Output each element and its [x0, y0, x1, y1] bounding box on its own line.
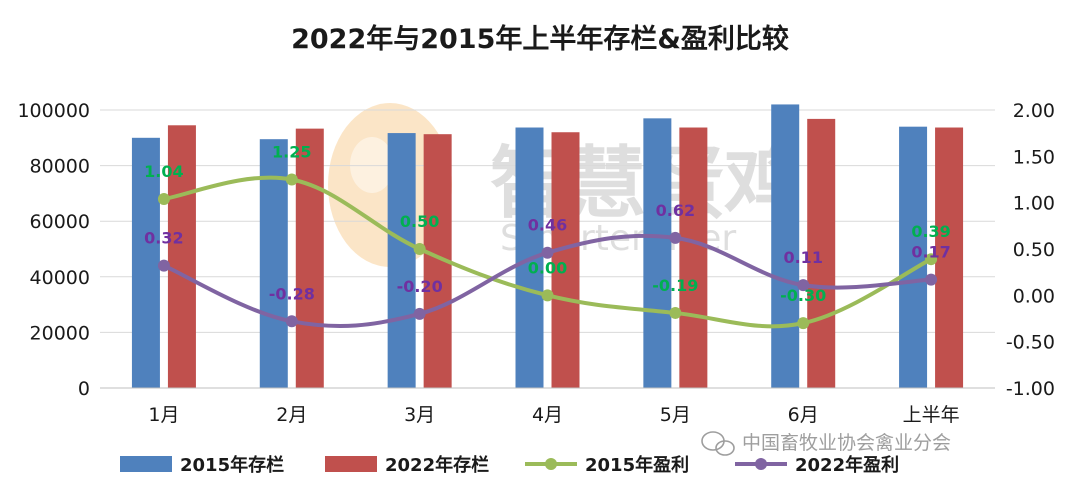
- y-right-tick-label: 1.50: [1013, 146, 1055, 168]
- y-left-tick-label: 40000: [30, 267, 90, 289]
- data-label: 0.32: [144, 229, 183, 248]
- y-left-tick-label: 60000: [30, 211, 90, 233]
- line-point: [669, 231, 682, 244]
- line-point: [157, 192, 170, 205]
- y-right-tick-label: -1.00: [1006, 378, 1055, 400]
- bar: [551, 132, 580, 388]
- bar: [679, 127, 708, 388]
- data-label: 0.50: [400, 212, 439, 231]
- data-labels: 1.04 1.25 0.50 0.00 -0.19 -0.30 0.39 0.32 -0.28 -…: [144, 143, 951, 306]
- legend-label: 2022年存栏: [385, 454, 489, 476]
- legend: 2015年存栏 2022年存栏 2015年盈利 2022年盈利: [120, 454, 899, 476]
- y-left-tick-label: 100000: [17, 100, 90, 122]
- credit: 中国畜牧业协会禽业分会: [701, 431, 951, 456]
- legend-marker: [545, 458, 557, 470]
- line-point: [669, 306, 682, 319]
- data-label: 0.00: [528, 258, 567, 277]
- bar: [295, 128, 324, 388]
- bar: [387, 133, 416, 388]
- line-point: [157, 259, 170, 272]
- line-point: [925, 253, 938, 266]
- credit-text: 中国畜牧业协会禽业分会: [742, 432, 951, 454]
- bar: [807, 118, 836, 389]
- y-left-tick-label: 0: [78, 378, 90, 400]
- line-point: [285, 173, 298, 186]
- data-label: 0.46: [528, 216, 567, 235]
- bar: [167, 125, 196, 388]
- bar: [899, 126, 928, 389]
- line-point: [797, 279, 810, 292]
- data-label: 0.62: [656, 201, 695, 220]
- bar: [643, 118, 672, 388]
- data-label: 1.25: [272, 143, 311, 162]
- data-label: 0.39: [911, 222, 950, 241]
- line-point: [413, 307, 426, 320]
- x-tick-label: 2月: [276, 404, 307, 426]
- x-tick-label: 1月: [148, 404, 179, 426]
- chart-title: 2022年与2015年上半年存栏&盈利比较: [291, 23, 789, 55]
- bar: [935, 127, 964, 388]
- x-tick-label: 4月: [532, 404, 563, 426]
- x-tick-label: 3月: [404, 404, 435, 426]
- data-label: -0.30: [780, 286, 826, 305]
- bar: [259, 139, 288, 388]
- x-tick-label: 6月: [788, 404, 819, 426]
- wechat-icon: [701, 431, 735, 456]
- legend-swatch: [120, 456, 172, 472]
- line-point: [285, 315, 298, 328]
- data-label: 0.11: [783, 248, 822, 267]
- axes: 0 20000 40000 60000 80000 100000 -1.00 -0.50 0.0…: [17, 100, 1055, 426]
- data-label: 0.17: [911, 243, 950, 262]
- data-label: -0.28: [269, 284, 315, 303]
- y-right-tick-label: 2.00: [1013, 100, 1055, 122]
- x-tick-label: 上半年: [903, 404, 960, 426]
- y-left-tick-label: 80000: [30, 156, 90, 178]
- line-point: [925, 273, 938, 286]
- legend-marker: [755, 458, 767, 470]
- legend-swatch: [325, 456, 377, 472]
- legend-label: 2015年存栏: [180, 454, 284, 476]
- y-right-tick-label: 0.50: [1013, 239, 1055, 261]
- legend-label: 2015年盈利: [585, 454, 689, 476]
- line-point: [797, 317, 810, 330]
- line-point: [541, 246, 554, 259]
- data-label: 1.04: [144, 162, 183, 181]
- y-left-tick-label: 20000: [30, 322, 90, 344]
- watermark-logo-highlight: [350, 137, 394, 193]
- y-right-tick-label: 1.00: [1013, 193, 1055, 215]
- x-tick-label: 5月: [660, 404, 691, 426]
- data-label: -0.19: [652, 276, 698, 295]
- line-point: [413, 243, 426, 255]
- bar: [771, 104, 800, 388]
- y-right-tick-label: 0.00: [1013, 285, 1055, 307]
- data-label: -0.20: [397, 277, 443, 296]
- line-point: [541, 289, 554, 302]
- y-right-tick-label: -0.50: [1006, 332, 1055, 354]
- legend-label: 2022年盈利: [795, 454, 899, 476]
- bar: [131, 137, 160, 388]
- lines: [157, 173, 938, 330]
